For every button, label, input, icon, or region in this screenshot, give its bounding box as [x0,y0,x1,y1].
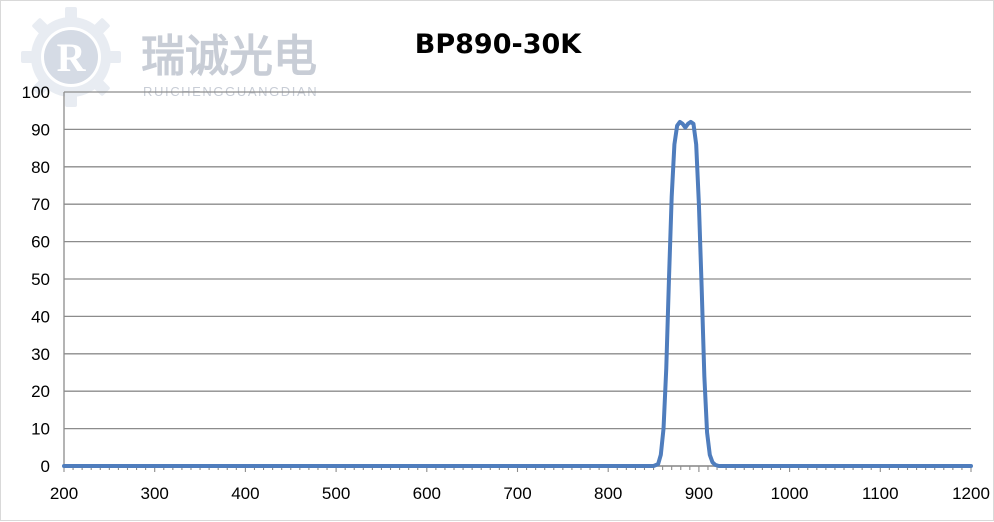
y-tick-label: 30 [31,345,50,364]
y-tick-label: 50 [31,270,50,289]
series-group [62,119,973,468]
y-tick-label: 20 [31,382,50,401]
x-tick-label: 1100 [862,484,899,503]
y-tick-label: 80 [31,158,50,177]
x-tick-label: 400 [231,484,259,503]
y-tick-label: 90 [31,120,50,139]
chart-title: BP890-30K [415,29,583,60]
x-tick-label: 500 [322,484,350,503]
x-tick-label: 1200 [952,484,990,503]
gear-r-logo-icon: R [21,7,121,107]
logo-chinese-name: 瑞诚光电 [141,31,317,82]
x-tick-label: 900 [685,484,713,503]
y-tick-label: 0 [41,457,50,476]
y-tick-label: 70 [31,195,50,214]
x-tick-label: 800 [594,484,622,503]
x-tick-label: 200 [50,484,78,503]
transmission-series-line [62,119,973,468]
x-axis: 200 300 400 500 600 700 800 900 1000 1100 1200 [50,92,990,503]
y-axis-ticks: 0 10 20 30 40 50 60 70 80 90 100 [22,83,50,476]
x-tick-label: 600 [413,484,441,503]
y-tick-label: 60 [31,233,50,252]
x-tick-label: 300 [141,484,169,503]
logo-letter: R [57,35,87,80]
y-tick-label: 10 [31,420,50,439]
x-tick-label: 700 [503,484,531,503]
x-tick-label: 1000 [771,484,809,503]
y-tick-label: 100 [22,83,50,102]
gridlines [64,91,971,467]
y-tick-label: 40 [31,307,50,326]
